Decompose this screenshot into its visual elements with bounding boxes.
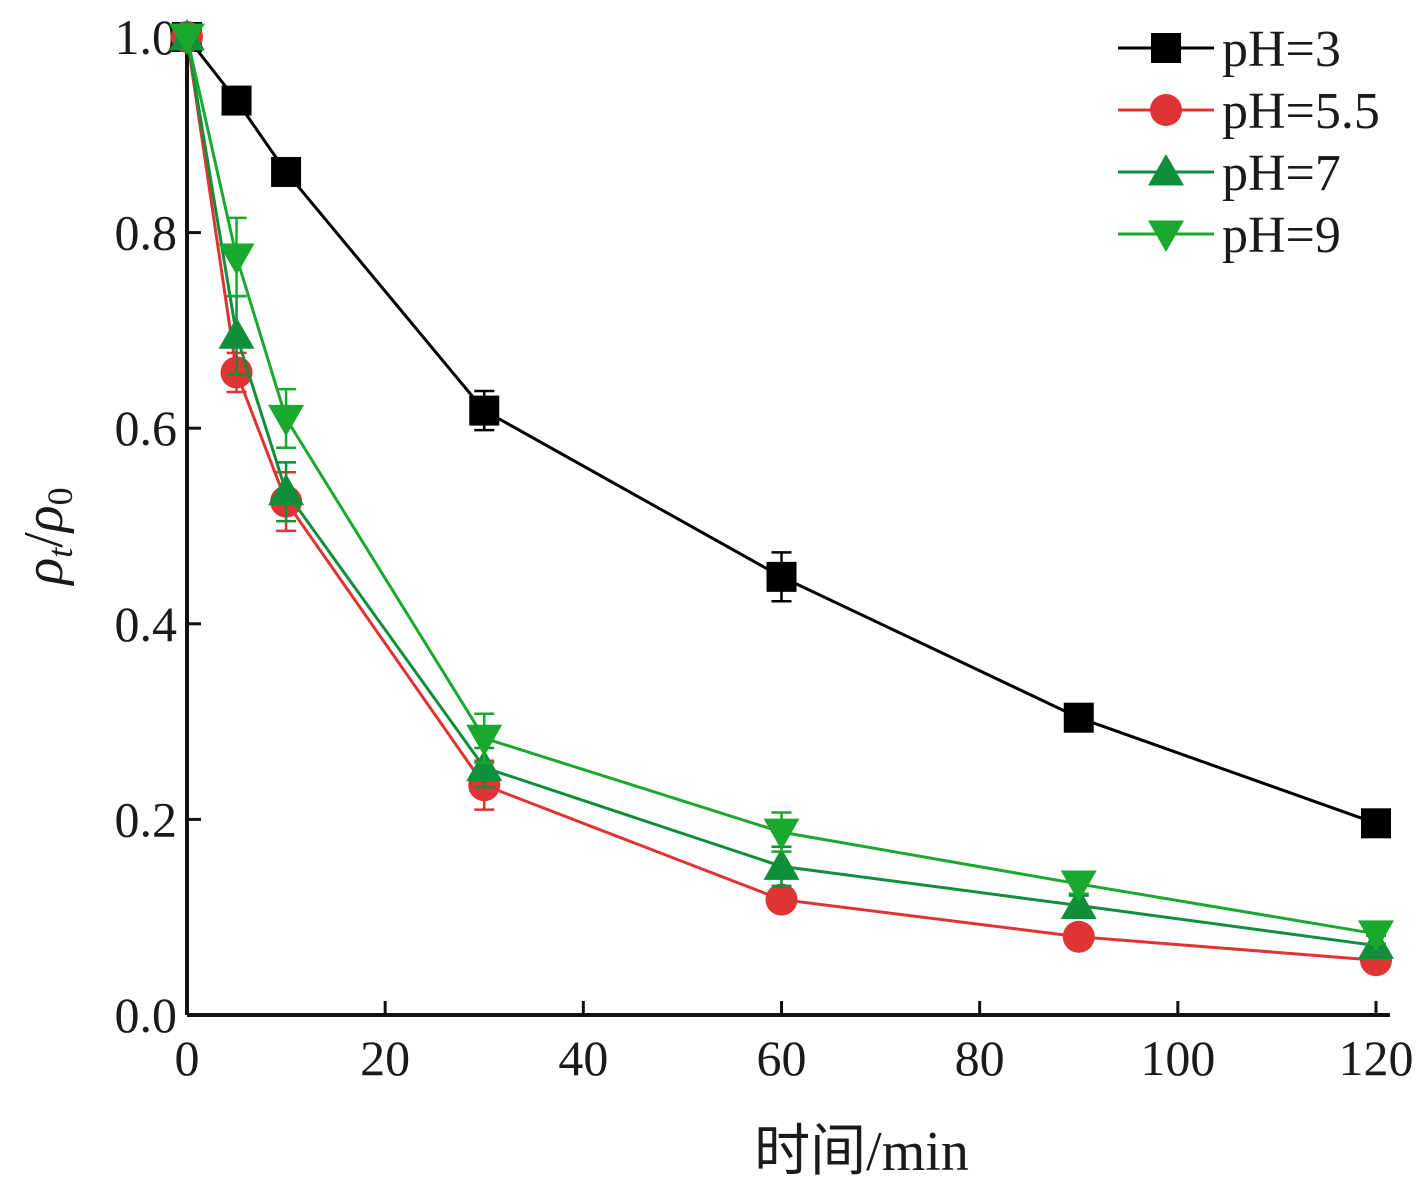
legend-item: pH=7 bbox=[1118, 145, 1341, 202]
plot-area bbox=[169, 19, 1394, 977]
data-point bbox=[218, 317, 255, 349]
y-tick-label: 0.2 bbox=[115, 791, 178, 847]
data-point bbox=[1063, 702, 1094, 733]
x-tick-label: 120 bbox=[1339, 1030, 1414, 1086]
y-title-rho-t: ρ bbox=[13, 558, 75, 587]
series-pH=3 bbox=[172, 22, 1391, 839]
data-point bbox=[268, 473, 305, 506]
y-tick-label: 0.0 bbox=[115, 987, 178, 1043]
data-point bbox=[466, 749, 503, 782]
y-tick-label: 0.4 bbox=[115, 596, 178, 652]
x-tick-label: 80 bbox=[955, 1030, 1005, 1086]
series-line bbox=[185, 36, 1377, 825]
x-axis-title: 时间/min bbox=[754, 1121, 969, 1181]
x-tick-label: 0 bbox=[175, 1030, 200, 1086]
legend-label: pH=3 bbox=[1222, 21, 1341, 78]
legend-marker bbox=[1150, 94, 1182, 126]
data-point bbox=[763, 848, 800, 880]
legend-marker bbox=[1151, 33, 1181, 63]
data-point bbox=[466, 724, 503, 757]
x-tick-label: 40 bbox=[558, 1030, 608, 1086]
legend-item: pH=9 bbox=[1118, 207, 1341, 264]
y-title-sub-0: 0 bbox=[40, 487, 80, 505]
data-point bbox=[1062, 920, 1095, 953]
axes: 0 20 40 60 80 100 120 0.0 0.2 0.4 0.6 0.8 1.0 bbox=[115, 9, 1414, 1086]
series-pH=9 bbox=[169, 23, 1394, 952]
y-axis-title: ρt/ρ0 bbox=[13, 487, 80, 586]
data-point bbox=[221, 85, 252, 116]
data-point bbox=[268, 404, 305, 437]
legend-label: pH=5.5 bbox=[1222, 83, 1380, 140]
data-point bbox=[763, 818, 800, 851]
y-tick-label: 0.6 bbox=[115, 400, 178, 456]
data-point bbox=[1060, 870, 1097, 902]
legend-label: pH=9 bbox=[1222, 207, 1341, 264]
data-point bbox=[271, 156, 302, 187]
legend-item: pH=5.5 bbox=[1118, 83, 1380, 140]
data-point bbox=[1361, 808, 1391, 839]
x-tick-label: 100 bbox=[1140, 1030, 1215, 1086]
x-tick-label: 20 bbox=[360, 1030, 410, 1086]
data-point bbox=[169, 23, 205, 55]
legend-marker bbox=[1148, 154, 1184, 186]
y-title-rho-0: ρ bbox=[13, 505, 75, 534]
y-tick-label: 0.8 bbox=[115, 205, 178, 261]
x-tick-label: 60 bbox=[757, 1030, 807, 1086]
data-point bbox=[1060, 887, 1097, 919]
data-point bbox=[218, 243, 255, 276]
legend: pH=3pH=5.5pH=7pH=9 bbox=[1118, 21, 1380, 264]
data-point bbox=[766, 561, 797, 592]
data-point bbox=[1358, 920, 1394, 952]
y-title-sub-t: t bbox=[40, 547, 80, 558]
y-tick-label: 1.0 bbox=[115, 9, 178, 65]
y-title-slash: / bbox=[13, 532, 75, 548]
data-point bbox=[469, 395, 500, 426]
data-point bbox=[765, 883, 798, 916]
legend-item: pH=3 bbox=[1118, 21, 1341, 78]
legend-marker bbox=[1148, 220, 1184, 252]
legend-label: pH=7 bbox=[1222, 145, 1341, 202]
